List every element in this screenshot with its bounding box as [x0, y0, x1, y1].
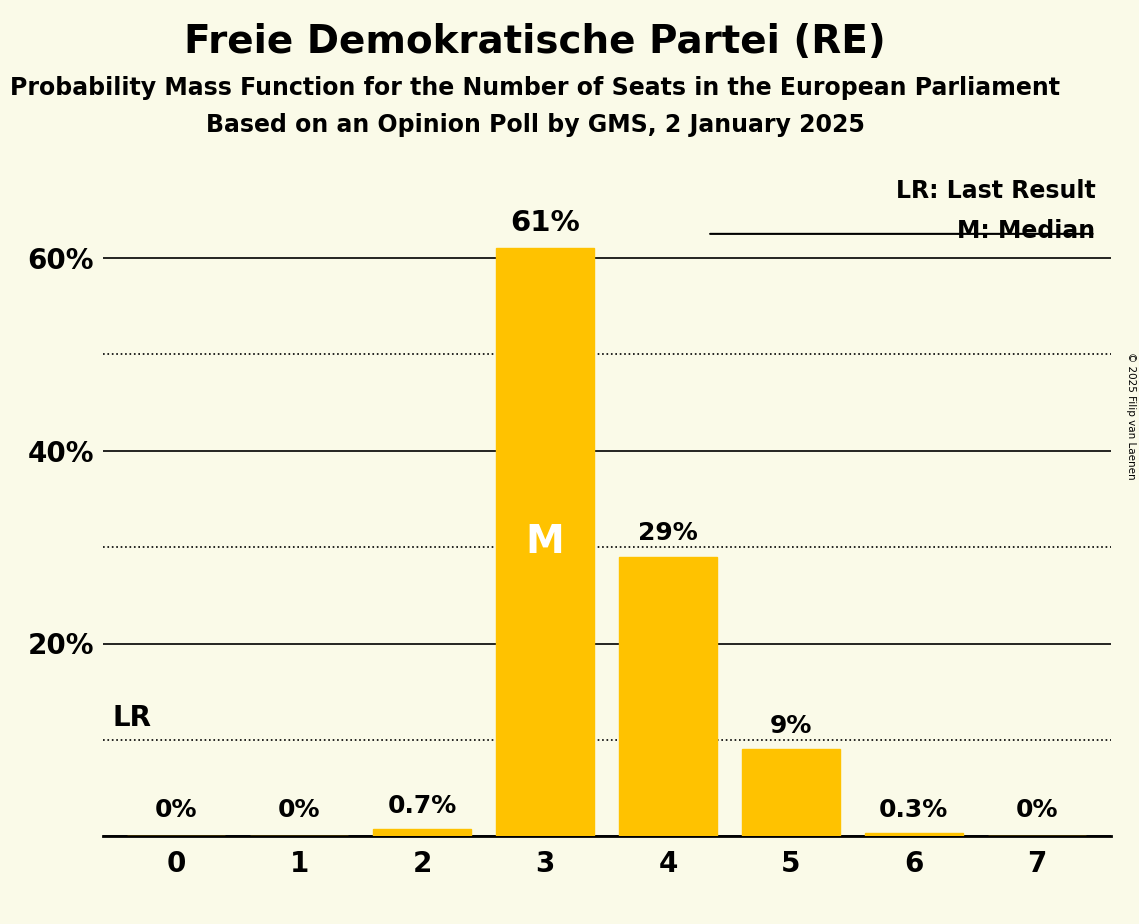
Text: Freie Demokratische Partei (RE): Freie Demokratische Partei (RE): [185, 23, 886, 61]
Text: 9%: 9%: [770, 714, 812, 738]
Text: 0.7%: 0.7%: [387, 794, 457, 818]
Bar: [865, 833, 962, 836]
Bar: [618, 557, 718, 836]
Text: LR: Last Result: LR: Last Result: [895, 178, 1096, 202]
Text: LR: LR: [113, 704, 151, 732]
Text: © 2025 Filip van Laenen: © 2025 Filip van Laenen: [1126, 352, 1136, 480]
Text: M: Median: M: Median: [957, 219, 1096, 243]
Text: Probability Mass Function for the Number of Seats in the European Parliament: Probability Mass Function for the Number…: [10, 76, 1060, 100]
Text: 61%: 61%: [510, 209, 580, 237]
Bar: [372, 830, 472, 836]
Text: 0%: 0%: [1016, 797, 1058, 821]
Bar: [741, 749, 841, 836]
Text: 0%: 0%: [155, 797, 197, 821]
Text: M: M: [526, 523, 565, 561]
Text: 0.3%: 0.3%: [879, 797, 949, 821]
Bar: [495, 249, 595, 836]
Text: 29%: 29%: [638, 521, 698, 545]
Text: 0%: 0%: [278, 797, 320, 821]
Text: Based on an Opinion Poll by GMS, 2 January 2025: Based on an Opinion Poll by GMS, 2 Janua…: [206, 113, 865, 137]
